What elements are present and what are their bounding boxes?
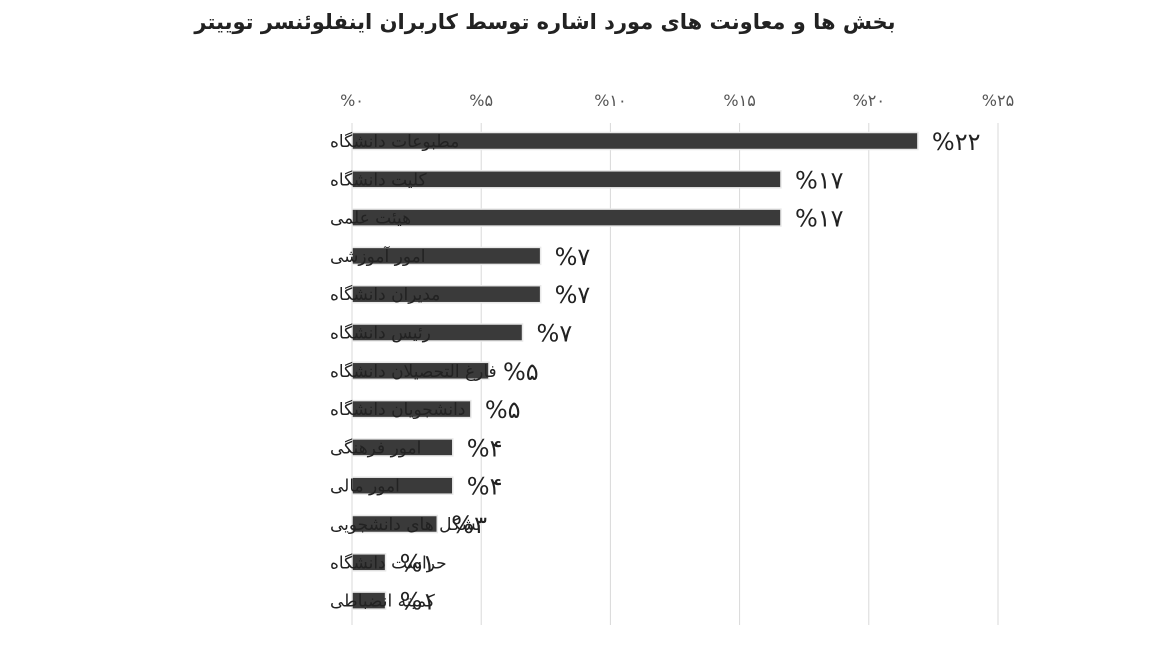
bar [351,476,454,495]
bar [351,591,387,610]
bar [351,246,542,266]
data-label: %۵ [485,396,521,424]
bars [351,131,919,610]
data-label: %۷ [555,281,591,309]
bar [351,131,919,151]
category-label: فارغ التحصیلان دانشگاه [330,361,497,382]
bar [351,208,782,227]
category-label: تشکل های دانشجویی [330,515,482,535]
bar [351,553,387,572]
data-label: %۳ [451,511,487,539]
data-label: %۴ [467,434,503,462]
data-label: %۱ [400,588,436,616]
category-label: امور آموزشی [330,245,425,267]
data-labels: %۲۲ %۱۷ %۱۷ %۷ %۷ %۷ %۵ %۵ %۴ %۴ %۳ %۱ %۱ [400,128,981,616]
data-label: %۲۲ [932,128,981,156]
data-label: %۷ [555,243,591,271]
x-tick-label: %۲۵ [982,91,1014,110]
data-label: %۵ [503,358,539,386]
category-label: حراست دانشگاه [330,552,447,573]
x-tick-label: %۱۰ [594,91,626,110]
bar [351,284,542,304]
category-label: مطبوعات دانشگاه [330,131,459,152]
x-tick-label: %۲۰ [853,91,885,110]
category-label: امور فرهنگی [330,437,421,458]
category-label: رئیس دانشگاه [330,323,431,344]
category-label: کلیت دانشگاه [330,169,428,190]
x-axis-ticks: %۰ %۵ %۱۰ %۱۵ %۲۰ %۲۵ [340,91,1014,110]
chart-title: بخش ها و معاونت های مورد اشاره توسط کارب… [194,10,896,34]
bar [351,514,439,534]
category-label: مدیران دانشگاه [330,284,440,305]
category-label: امور مالی [330,477,400,497]
data-label: %۴ [467,473,503,501]
data-label: %۱۷ [795,205,844,233]
x-tick-label: %۵ [469,91,493,110]
data-label: %۱۷ [795,166,844,194]
category-label: هیئت علمی [330,209,411,229]
data-label: %۱ [400,549,436,577]
bar [351,323,524,342]
category-label: دانشجویان دانشگاه [330,399,465,420]
category-label: کمیته انضباطی [330,592,436,612]
bar [351,170,782,189]
data-label: %۷ [537,320,573,348]
bar [351,399,472,419]
x-tick-label: %۰ [340,91,364,110]
bar [351,361,490,381]
bar [351,438,454,457]
x-tick-label: %۱۵ [723,91,755,110]
category-labels: مطبوعات دانشگاه کلیت دانشگاه هیئت علمی امور… [330,131,497,612]
